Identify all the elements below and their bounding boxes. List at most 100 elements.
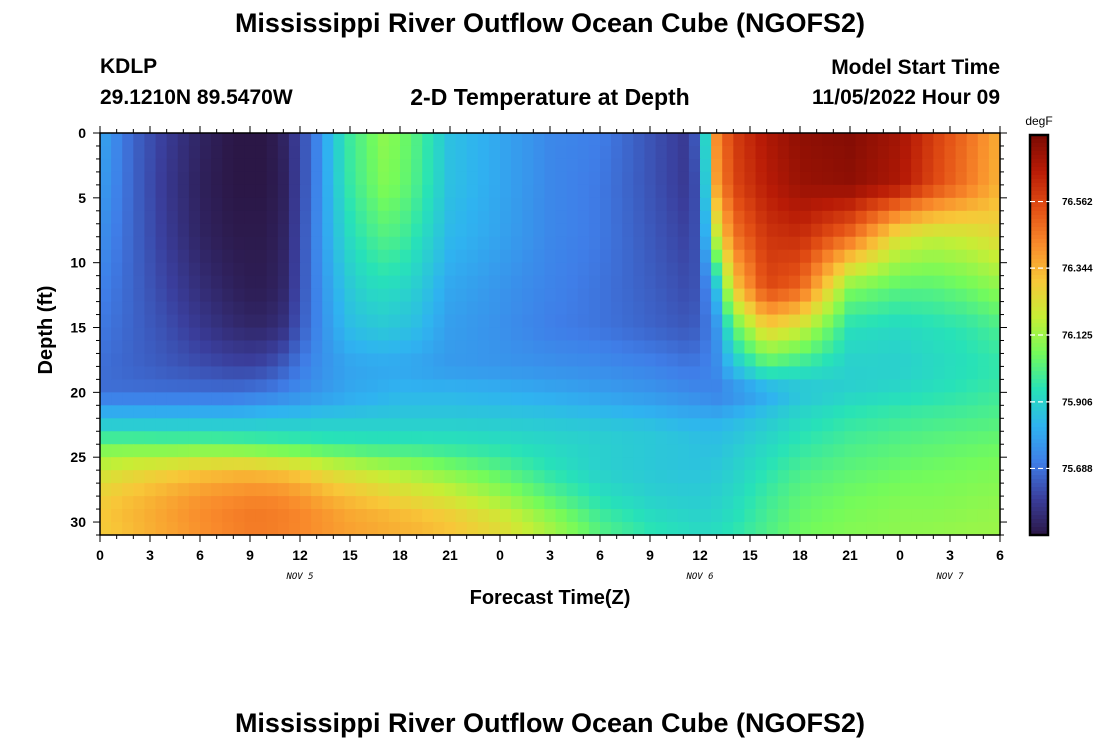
heatmap-cell [211, 210, 223, 225]
heatmap-cell [377, 444, 390, 458]
heatmap-cell [288, 444, 301, 458]
heatmap-cell [533, 236, 546, 251]
heatmap-cell [533, 470, 546, 484]
heatmap-cell [388, 327, 401, 342]
heatmap-cell [233, 158, 246, 173]
heatmap-cell [744, 470, 757, 484]
heatmap-cell [422, 184, 434, 199]
heatmap-cell [911, 184, 923, 199]
heatmap-cell [100, 275, 112, 290]
heatmap-cell [744, 275, 757, 290]
heatmap-cell [922, 470, 934, 484]
heatmap-cell [344, 262, 357, 277]
heatmap-cell [544, 249, 557, 264]
heatmap-cell [466, 379, 479, 393]
heatmap-cell [566, 353, 579, 368]
heatmap-cell [577, 509, 590, 523]
heatmap-cell [600, 444, 612, 458]
heatmap-cell [877, 223, 890, 238]
heatmap-cell [900, 249, 912, 264]
heatmap-cell [855, 158, 868, 173]
heatmap-cell [522, 418, 534, 432]
heatmap-cell [966, 431, 979, 445]
heatmap-cell [588, 379, 601, 393]
heatmap-cell [588, 483, 601, 497]
heatmap-cell [155, 483, 168, 497]
heatmap-cell [933, 288, 946, 303]
heatmap-cell [822, 249, 834, 264]
heatmap-cell [788, 483, 801, 497]
heatmap-cell [566, 327, 579, 342]
colorbar-segment [1030, 435, 1048, 440]
heatmap-cell [533, 444, 546, 458]
heatmap-cell [322, 496, 334, 510]
heatmap-cell [266, 522, 279, 536]
heatmap-cell [955, 418, 968, 432]
heatmap-cell [244, 366, 257, 380]
heatmap-cell [822, 314, 834, 329]
heatmap-cell [722, 275, 734, 290]
heatmap-cell [800, 444, 812, 458]
heatmap-cell [800, 496, 812, 510]
y-tick-label: 25 [70, 449, 86, 465]
heatmap-cell [966, 171, 979, 186]
heatmap-cell [366, 379, 379, 393]
heatmap-cell [466, 288, 479, 303]
heatmap-cell [688, 249, 701, 264]
heatmap-cell [988, 314, 1001, 329]
colorbar-segment [1030, 187, 1048, 192]
heatmap-cell [700, 379, 712, 393]
heatmap-cell [111, 353, 123, 368]
heatmap-cell [433, 275, 446, 290]
colorbar-segment [1030, 451, 1048, 456]
heatmap-cell [544, 444, 557, 458]
heatmap-cell [566, 288, 579, 303]
heatmap-cell [911, 275, 923, 290]
heatmap-cell [755, 275, 768, 290]
heatmap-cell [488, 444, 501, 458]
heatmap-cell [233, 236, 246, 251]
heatmap-cell [944, 236, 957, 251]
heatmap-cell [800, 509, 812, 523]
heatmap-cell [777, 483, 790, 497]
heatmap-cell [300, 483, 312, 497]
heatmap-cell [344, 158, 357, 173]
heatmap-cell [377, 353, 390, 368]
heatmap-cell [188, 522, 201, 536]
heatmap-cell [422, 353, 434, 368]
heatmap-cell [233, 509, 246, 523]
heatmap-cell [677, 353, 690, 368]
heatmap-cell [900, 496, 912, 510]
heatmap-cell [977, 353, 990, 368]
heatmap-cell [633, 353, 646, 368]
heatmap-cell [300, 133, 312, 147]
heatmap-cell [755, 314, 768, 329]
heatmap-cell [933, 223, 946, 238]
heatmap-cell [977, 262, 990, 277]
heatmap-cell [466, 418, 479, 432]
heatmap-cell [322, 444, 334, 458]
heatmap-cell [677, 483, 690, 497]
colorbar-segment [1030, 227, 1048, 232]
colorbar-segment [1030, 499, 1048, 504]
heatmap-cell [711, 444, 723, 458]
heatmap-cell [155, 288, 168, 303]
heatmap-cell [188, 223, 201, 238]
heatmap-cell [655, 171, 668, 186]
heatmap-cell [188, 457, 201, 471]
heatmap-cell [900, 184, 912, 199]
heatmap-cell [733, 236, 746, 251]
heatmap-cell [200, 457, 212, 471]
heatmap-cell [166, 366, 179, 380]
heatmap-cell [622, 314, 634, 329]
x-tick-label: 18 [392, 547, 408, 563]
heatmap-cell [611, 444, 623, 458]
heatmap-cell [744, 314, 757, 329]
heatmap-cell [711, 392, 723, 406]
heatmap-cell [788, 353, 801, 368]
heatmap-cell [822, 496, 834, 510]
heatmap-cell [388, 223, 401, 238]
heatmap-cell [422, 340, 434, 355]
heatmap-cell [244, 223, 257, 238]
heatmap-cell [111, 249, 123, 264]
